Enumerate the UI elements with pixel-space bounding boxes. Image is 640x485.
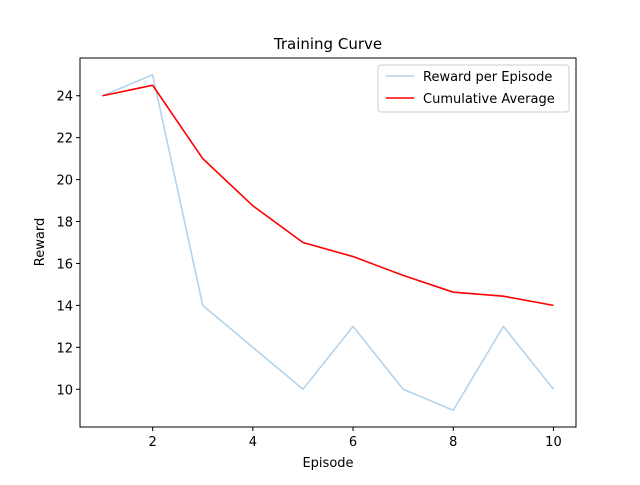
y-tick-label: 12 [56,341,73,356]
legend-label: Cumulative Average [423,92,555,107]
chart-title: Training Curve [273,35,382,53]
x-tick-label: 8 [449,435,457,450]
y-tick-label: 16 [56,257,73,272]
series-line-cumulative-average [103,85,554,305]
legend-label: Reward per Episode [423,70,552,85]
x-tick-label: 6 [349,435,357,450]
legend: Reward per Episode Cumulative Average [378,65,569,112]
series-layer [103,75,554,410]
y-tick-label: 20 [56,174,73,189]
y-tick-label: 24 [56,90,73,105]
y-tick-label: 18 [56,216,73,231]
y-axis-label: Reward [33,218,48,266]
y-axis: 10 12 14 16 18 20 22 24 [56,90,80,399]
y-tick-label: 14 [56,299,73,314]
series-line-reward-per-episode [103,75,554,410]
y-tick-label: 10 [56,383,73,398]
x-tick-label: 2 [149,435,157,450]
x-axis-label: Episode [302,456,353,471]
x-tick-label: 10 [545,435,562,450]
plot-area [80,58,576,427]
x-axis: 2 4 6 8 10 [149,427,562,450]
y-tick-label: 22 [56,132,73,147]
x-tick-label: 4 [249,435,257,450]
plot-frame [80,58,576,427]
